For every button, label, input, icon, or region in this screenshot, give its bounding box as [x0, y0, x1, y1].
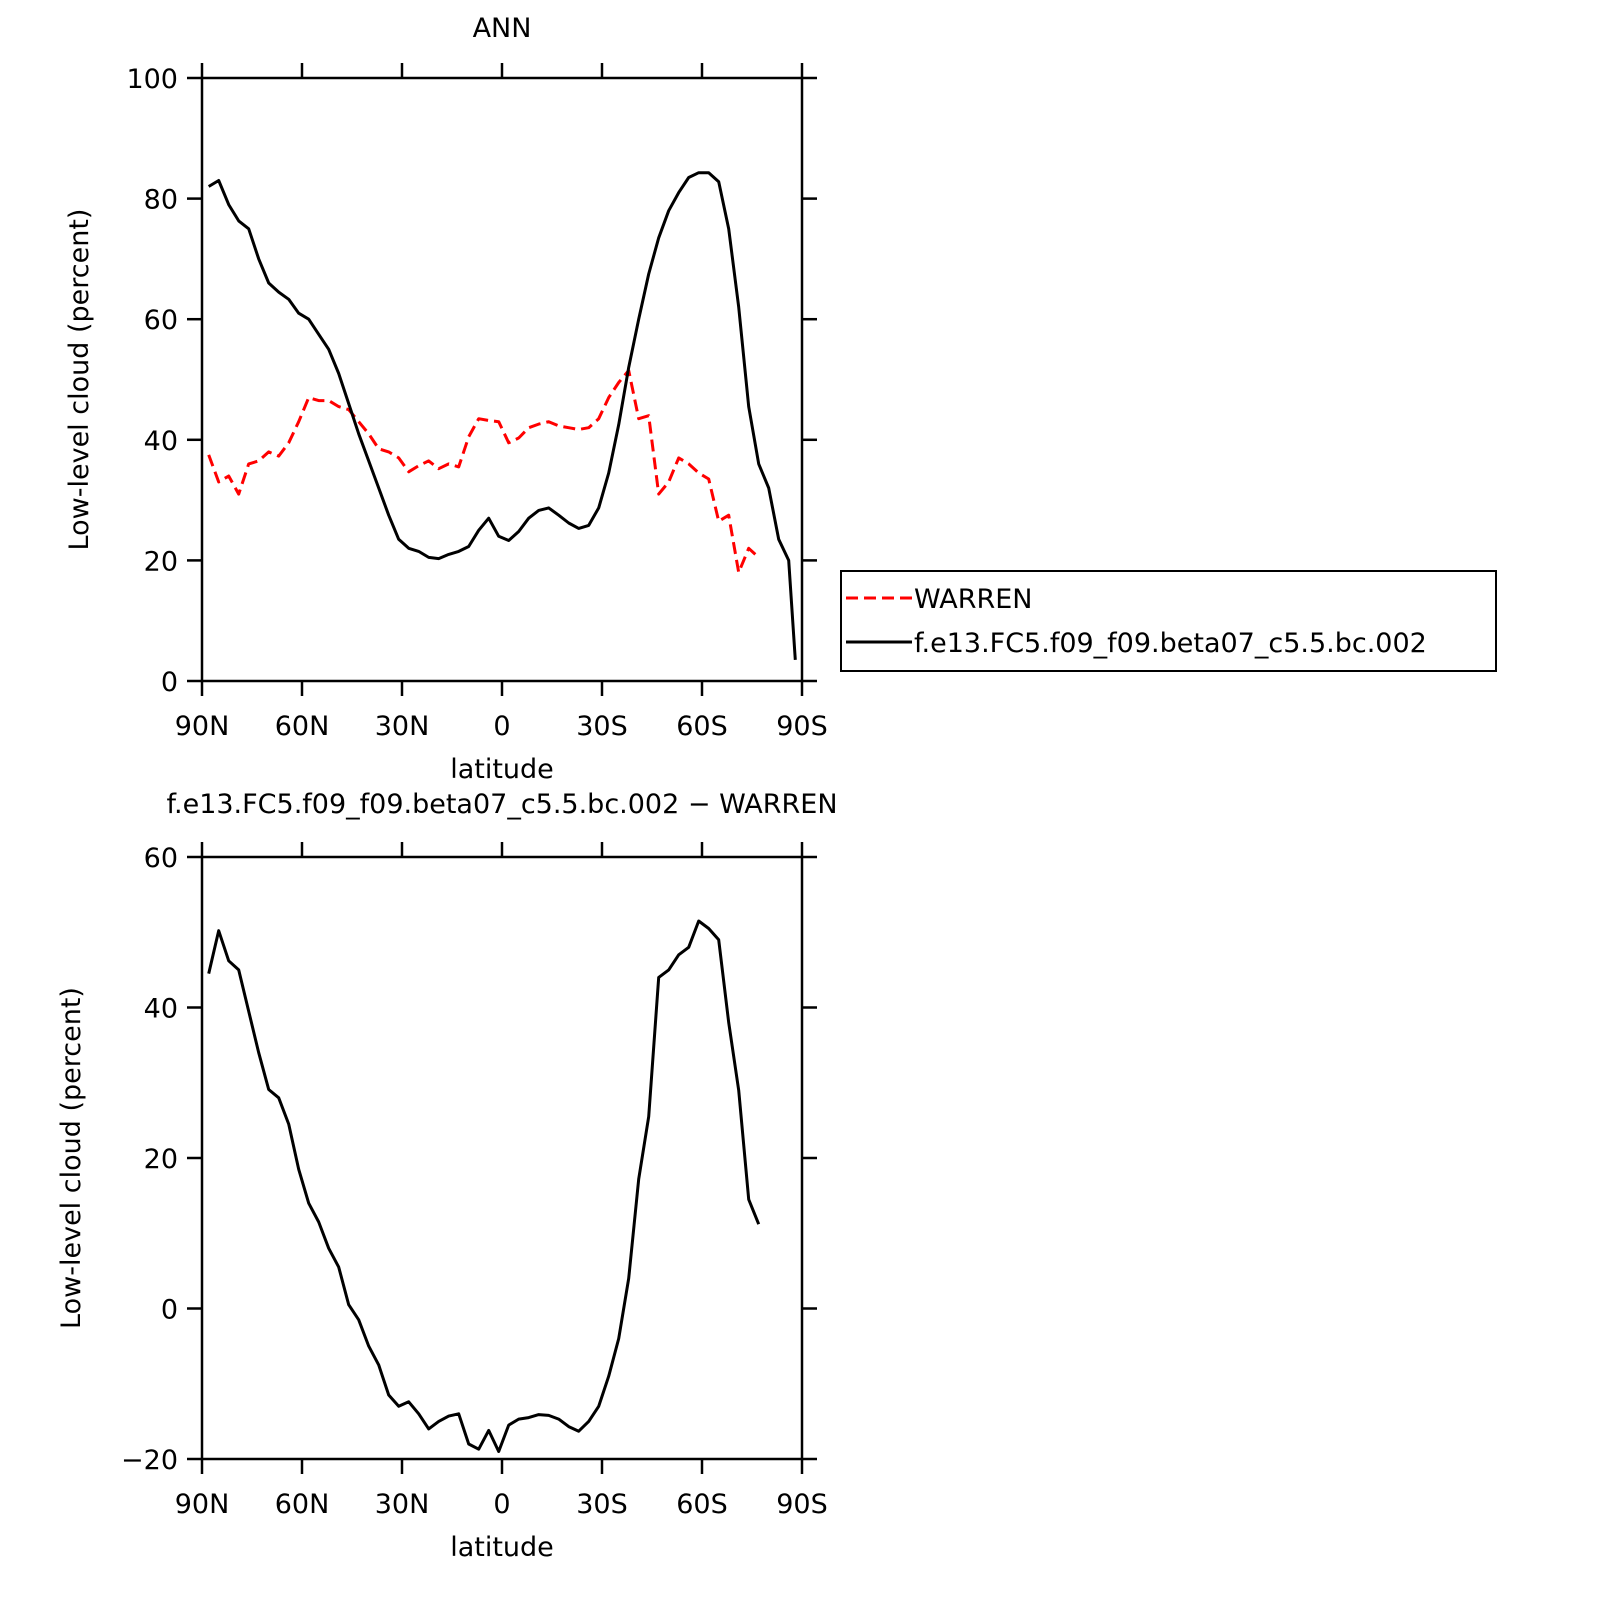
legend-box [840, 570, 1497, 672]
x-axis-label: latitude [450, 1532, 554, 1563]
y-axis-label: Low-level cloud (percent) [64, 209, 95, 551]
y-tick-label: 40 [144, 994, 178, 1025]
x-tick-label: 60S [676, 1489, 728, 1520]
data-line [207, 919, 761, 1453]
y-tick-label: 20 [144, 1144, 178, 1175]
x-tick-label: 30S [576, 1489, 628, 1520]
y-tick-label: 20 [144, 546, 178, 577]
legend: WARREN f.e13.FC5.f09_f09.beta07_c5.5.bc.0… [840, 570, 1497, 672]
x-tick-label: 90S [776, 711, 828, 742]
chart-title: ANN [473, 13, 532, 44]
x-tick-label: 60N [275, 711, 330, 742]
x-tick-label: 60S [676, 711, 728, 742]
y-tick-label: −20 [121, 1445, 178, 1476]
x-tick-label: 90N [175, 711, 230, 742]
x-tick-label: 30N [375, 711, 430, 742]
y-axis-label: Low-level cloud (percent) [56, 987, 87, 1329]
data-line [207, 369, 760, 574]
x-axis-label: latitude [450, 754, 554, 785]
legend-label: WARREN [914, 584, 1032, 615]
y-tick-label: 100 [126, 64, 178, 95]
x-tick-label: 90N [175, 1489, 230, 1520]
y-tick-label: 80 [144, 185, 178, 216]
plot-frame [200, 76, 804, 683]
x-tick-label: 60N [275, 1489, 330, 1520]
y-tick-label: 40 [144, 426, 178, 457]
chart-title: f.e13.FC5.f09_f09.beta07_c5.5.bc.002 − W… [166, 789, 837, 820]
x-tick-label: 0 [493, 1489, 510, 1520]
plot-frame [200, 855, 804, 1461]
data-line [207, 171, 797, 660]
y-tick-label: 0 [161, 667, 178, 698]
x-tick-label: 30N [375, 1489, 430, 1520]
y-tick-label: 60 [144, 305, 178, 336]
y-tick-label: 60 [144, 843, 178, 874]
x-tick-label: 90S [776, 1489, 828, 1520]
y-tick-label: 0 [161, 1295, 178, 1326]
legend-label: f.e13.FC5.f09_f09.beta07_c5.5.bc.002 [914, 628, 1427, 659]
x-tick-label: 30S [576, 711, 628, 742]
x-tick-label: 0 [493, 711, 510, 742]
